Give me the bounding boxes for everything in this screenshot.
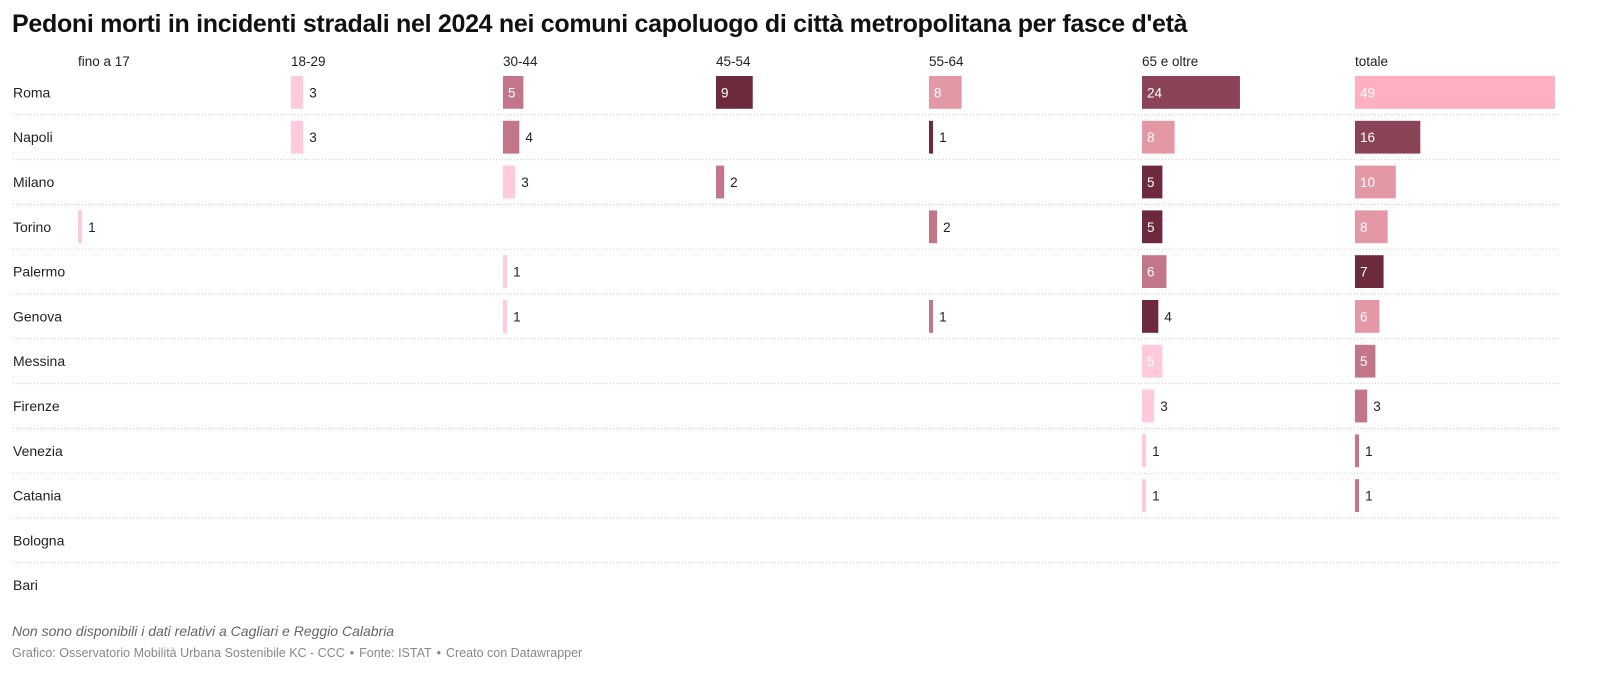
data-label: 1 [513,265,521,280]
data-label: 2 [943,220,951,235]
data-label: 6 [1147,265,1155,280]
row-label: Bologna [13,532,65,548]
row-label: Bari [13,577,38,593]
bar [1142,344,1163,378]
column-header: 30-44 [503,54,538,69]
data-label: 24 [1147,85,1163,100]
data-label: 1 [1365,444,1373,459]
column-header: totale [1355,54,1388,69]
data-label: 5 [1147,175,1155,190]
row-label: Palermo [13,264,65,280]
bar [929,210,938,244]
bar [1142,210,1163,244]
data-label: 3 [309,85,317,100]
chart-note: Non sono disponibili i dati relativi a C… [12,623,395,639]
data-label: 1 [88,220,96,235]
data-label: 5 [1360,354,1368,369]
data-label: 1 [1152,444,1160,459]
data-label: 3 [1373,399,1381,414]
data-label: 16 [1360,130,1375,145]
row-label: Napoli [13,129,53,145]
row-label: Genova [13,308,62,324]
bar [1142,255,1167,288]
bar [1355,255,1384,288]
bar [78,210,83,244]
bar [1355,165,1396,199]
bar [1142,165,1163,199]
data-label: 9 [721,85,729,100]
data-label: 8 [1360,220,1368,235]
bar [503,120,520,154]
column-header: 18-29 [291,54,326,69]
bar [1355,344,1376,378]
data-label: 3 [1160,399,1168,414]
credit-separator: • [349,646,355,660]
bar [1355,76,1555,109]
chart-title: Pedoni morti in incidenti stradali nel 2… [12,10,1188,38]
data-label: 3 [521,175,529,190]
bar [716,165,725,199]
bar [1142,120,1175,154]
data-label: 3 [309,130,317,145]
data-label: 5 [508,85,516,100]
credit-source: Fonte: ISTAT [359,646,432,660]
bar [716,76,753,109]
bar [1355,389,1368,423]
credit-tool: Creato con Datawrapper [446,646,583,660]
data-label: 1 [1365,489,1373,504]
bar [1142,434,1147,468]
data-label: 8 [1147,130,1155,145]
bar [1142,479,1147,512]
bar [1142,76,1240,109]
data-label: 6 [1360,309,1368,324]
bar [503,76,524,109]
data-label: 1 [1152,489,1160,504]
row-label: Firenze [13,398,60,414]
data-label: 4 [1164,309,1172,324]
data-label: 4 [525,130,533,145]
row-label: Milano [13,174,54,190]
data-label: 8 [934,85,942,100]
bar [929,120,934,154]
data-label: 5 [1147,354,1155,369]
bar [1355,300,1380,333]
bar [1355,479,1360,512]
bar [1142,389,1155,423]
row-label: Messina [13,353,65,369]
column-header: fino a 17 [78,54,130,69]
row-label: Roma [13,84,51,100]
column-header: 55-64 [929,54,964,69]
bar [503,165,516,199]
credit-author: Grafico: Osservatorio Mobilità Urbana So… [12,646,345,660]
data-label: 2 [730,175,738,190]
data-label: 1 [939,130,947,145]
chart-credit: Grafico: Osservatorio Mobilità Urbana So… [12,646,582,660]
row-label: Venezia [13,443,63,459]
bar [1355,434,1360,468]
bar [291,76,304,109]
column-header: 65 e oltre [1142,54,1198,69]
bar [929,76,962,109]
bar [929,300,934,333]
data-label: 49 [1360,85,1375,100]
data-label: 1 [513,309,521,324]
credit-separator: • [436,646,442,660]
bar [291,120,304,154]
bar [1355,210,1388,244]
bar [1142,300,1159,333]
data-label: 7 [1360,265,1368,280]
bar [503,300,508,333]
bar [503,255,508,288]
data-label: 1 [939,309,947,324]
row-label: Torino [13,219,51,235]
bar [1355,120,1421,154]
row-label: Catania [13,488,61,504]
data-label: 10 [1360,175,1375,190]
column-header: 45-54 [716,54,751,69]
data-label: 5 [1147,220,1155,235]
